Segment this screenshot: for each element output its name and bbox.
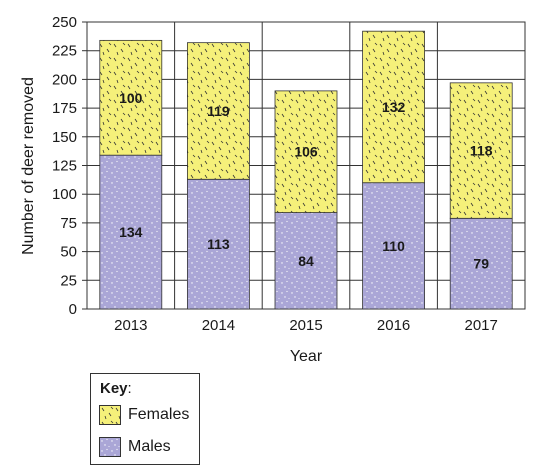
bar-texture-males-2013 xyxy=(99,154,163,310)
y-tick-label: 125 xyxy=(52,158,77,175)
x-tick-label-2016: 2016 xyxy=(377,317,410,334)
bar-texture-females-2015 xyxy=(274,90,338,213)
y-tick-label: 75 xyxy=(60,215,77,232)
x-tick-label-2015: 2015 xyxy=(289,317,322,334)
legend-title-suffix: : xyxy=(127,380,132,397)
bar-texture-males-2015 xyxy=(274,212,338,310)
legend-item-females: Females xyxy=(99,404,189,426)
legend-title: Key: xyxy=(100,380,132,397)
y-tick-label: 50 xyxy=(60,244,77,261)
females-pattern-icon xyxy=(100,406,120,424)
legend-title-text: Key xyxy=(100,380,128,397)
data-label-males-2015: 84 xyxy=(298,253,314,269)
chart-bars xyxy=(99,30,513,310)
data-label-females-2013: 100 xyxy=(119,90,143,106)
bar-texture-females-2014 xyxy=(186,42,250,180)
data-label-males-2014: 113 xyxy=(207,236,230,252)
y-tick-label: 225 xyxy=(52,43,77,60)
y-tick-label: 100 xyxy=(52,186,77,203)
data-label-males-2017: 79 xyxy=(473,256,489,272)
data-label-males-2016: 110 xyxy=(382,238,405,254)
data-label-males-2013: 134 xyxy=(119,224,143,240)
y-axis-label: Number of deer removed xyxy=(20,77,37,255)
bar-texture-females-2016 xyxy=(362,30,426,184)
chart-ticks: 0 25 50 75 100 125 150 175 200 225 250 2013 2014 2015… xyxy=(52,14,498,334)
x-tick-label-2017: 2017 xyxy=(465,317,498,334)
y-tick-label: 150 xyxy=(52,129,77,146)
y-tick-label: 200 xyxy=(52,71,77,88)
bar-texture-males-2016 xyxy=(362,182,426,310)
bar-texture-males-2017 xyxy=(449,217,513,310)
x-tick-label-2014: 2014 xyxy=(202,317,235,334)
legend-label-females: Females xyxy=(128,406,190,423)
y-tick-label: 250 xyxy=(52,14,77,31)
legend-swatch-males xyxy=(99,437,121,457)
x-tick-label-2013: 2013 xyxy=(114,317,147,334)
males-pattern-icon xyxy=(100,438,120,456)
y-tick-label: 0 xyxy=(69,301,77,318)
data-label-females-2017: 118 xyxy=(470,143,493,159)
y-tick-label: 175 xyxy=(52,100,77,117)
legend-key: Key: Females Males xyxy=(90,373,200,465)
data-label-females-2014: 119 xyxy=(207,103,230,119)
legend-swatch-females xyxy=(99,405,121,425)
bar-texture-females-2013 xyxy=(99,39,163,156)
x-axis-label: Year xyxy=(290,348,323,365)
legend-label-males: Males xyxy=(128,438,171,455)
bar-texture-females-2017 xyxy=(449,82,513,219)
data-label-females-2016: 132 xyxy=(382,99,406,115)
stacked-bar-chart: 0 25 50 75 100 125 150 175 200 225 250 2013 2014 2015… xyxy=(20,14,526,365)
chart-data-labels: 134 100 113 119 84 106 110 132 79 118 xyxy=(119,90,493,272)
y-tick-label: 25 xyxy=(60,272,77,289)
data-label-females-2015: 106 xyxy=(294,144,318,160)
legend-item-males: Males xyxy=(99,436,171,458)
